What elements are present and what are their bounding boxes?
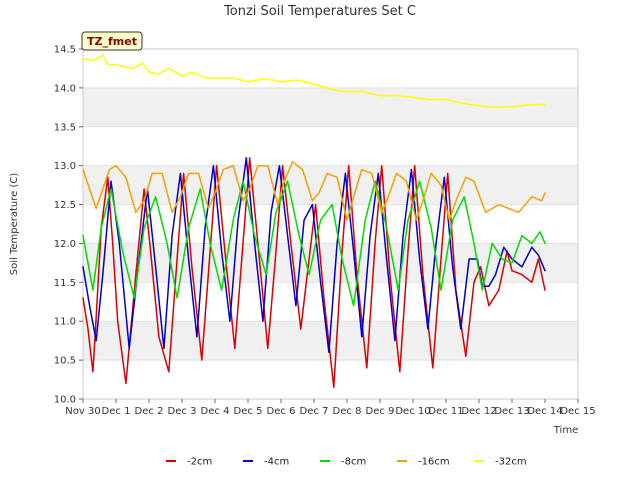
series-line-minus-32cm (82, 54, 546, 109)
x-tick-label: Dec 12 (461, 406, 496, 417)
x-tick-label: Dec 14 (527, 406, 562, 417)
x-tick-label: Dec 5 (234, 406, 263, 417)
x-tick-label: Dec 2 (135, 406, 164, 417)
x-tick-label: Dec 3 (168, 406, 197, 417)
legend-label: -2cm (187, 457, 212, 468)
x-tick-label: Dec 8 (333, 406, 362, 417)
y-tick-label: 12.0 (54, 239, 76, 250)
x-tick-label: Dec 9 (366, 406, 395, 417)
x-tick-label: Dec 10 (395, 406, 430, 417)
legend: -2cm -4cm -8cm -16cm -32cm (166, 457, 527, 468)
site-tag-box (81, 31, 143, 51)
y-tick-label: 11.0 (54, 317, 76, 328)
series-layer (82, 54, 546, 389)
legend-label: -8cm (341, 457, 366, 468)
series-line-minus-8cm (82, 180, 546, 307)
site-tag: TZ_fmet (81, 31, 143, 51)
x-tick-label: Dec 13 (494, 406, 529, 417)
y-axis-label: Soil Temperature (C) (9, 173, 20, 276)
x-tick-label: Dec 6 (267, 406, 296, 417)
y-tick-label: 14.5 (54, 45, 76, 56)
x-tick-label: Dec 4 (201, 406, 230, 417)
y-tick-label: 13.0 (54, 161, 76, 172)
plot-area-frame (82, 48, 579, 400)
legend-label: -4cm (264, 457, 289, 468)
y-tick-label: 14.0 (54, 83, 76, 94)
legend-label: -32cm (495, 457, 527, 468)
y-tick-label: 10.0 (54, 395, 76, 406)
x-tick-label: Dec 1 (102, 406, 131, 417)
site-tag-label: TZ_fmet (87, 35, 137, 48)
y-tick-label: 10.5 (54, 356, 76, 367)
chart-title: Tonzi Soil Temperatures Set C (223, 4, 416, 19)
y-tick-label: 11.5 (54, 278, 76, 289)
y-tick-label: 12.5 (54, 200, 76, 211)
x-tick-label: Dec 15 (560, 406, 595, 417)
legend-label: -16cm (418, 457, 450, 468)
x-axis-label: Time (553, 425, 578, 436)
series-line-minus-16cm (82, 161, 546, 221)
x-tick-label: Dec 11 (428, 406, 463, 417)
x-axis: Nov 30 Dec 1 Dec 2 Dec 3 Dec 4 Dec 5 Dec 6 Dec … (65, 399, 596, 417)
y-axis: 10.0 10.5 11.0 11.5 12.0 12.5 13.0 13.5 14.0 14.5 (54, 45, 83, 406)
y-tick-label: 13.5 (54, 122, 76, 133)
x-tick-label: Dec 7 (300, 406, 329, 417)
x-tick-label: Nov 30 (65, 406, 100, 417)
grid-band (83, 165, 578, 205)
series-line-minus-4cm (82, 157, 546, 354)
